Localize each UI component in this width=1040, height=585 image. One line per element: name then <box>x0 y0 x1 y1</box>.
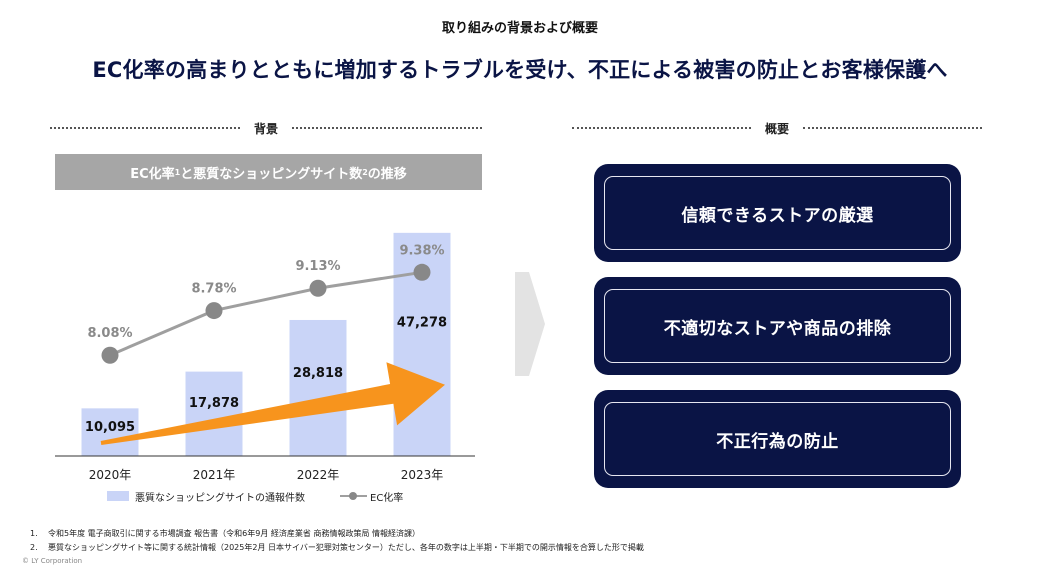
ec-rate-line <box>109 270 423 357</box>
footnote-ref-2: 2 <box>362 167 368 177</box>
chart-title-band: EC化率 1 と悪質なショッピングサイト数 2 の推移 <box>55 154 482 190</box>
footnote-2: 2. 悪質なショッピングサイト等に関する統計情報（2025年2月 日本サイバー犯罪… <box>30 541 644 555</box>
x-tick-label: 2023年 <box>401 468 444 482</box>
x-tick-label: 2020年 <box>89 468 132 482</box>
section-header-overview: 概要 <box>572 118 983 138</box>
copyright: © LY Corporation <box>22 557 83 565</box>
summary-box-1: 信頼できるストアの厳選 <box>594 164 961 262</box>
x-tick-label: 2022年 <box>297 468 340 482</box>
ec-rate-point <box>205 302 223 320</box>
slide-subtitle: 取り組みの背景および概要 <box>441 21 598 36</box>
ec-rate-label: 9.13% <box>295 259 340 274</box>
footnote-text: 令和5年度 電子商取引に関する市場調査 報告書（令和6年9月 経済産業省 商務情… <box>48 529 420 538</box>
footnote-1: 1. 令和5年度 電子商取引に関する市場調査 報告書（令和6年9月 経済産業省 商… <box>30 527 644 541</box>
ec-rate-label: 9.38% <box>399 243 444 258</box>
ec-rate-point <box>309 279 327 297</box>
bar-2021年 <box>185 371 243 456</box>
bar-value-label: 28,818 <box>293 366 343 381</box>
ec-rate-point <box>413 263 431 281</box>
dotted-divider-right <box>292 127 483 129</box>
legend-swatch-marker <box>349 492 357 500</box>
dotted-divider-left <box>50 127 240 129</box>
legend-label-bar: 悪質なショッピングサイトの通報件数 <box>135 491 305 504</box>
chart-title-part: EC化率 <box>130 166 175 182</box>
bar-2020年 <box>81 408 139 456</box>
chart-title-part: の推移 <box>367 166 407 182</box>
legend-swatch-bar <box>107 491 129 501</box>
section-label-overview: 概要 <box>765 121 790 136</box>
chevron-right-icon <box>515 272 545 376</box>
ec-rate-point <box>101 346 119 364</box>
trend-arrow-icon <box>100 362 445 445</box>
x-tick-label: 2021年 <box>193 468 236 482</box>
legend-label-line: EC化率 <box>370 491 403 504</box>
footnotes: 1. 令和5年度 電子商取引に関する市場調査 報告書（令和6年9月 経済産業省 商… <box>30 527 644 555</box>
ec-rate-label: 8.78% <box>191 282 236 297</box>
section-header-background: 背景 <box>50 118 483 138</box>
ec-rate-label: 8.08% <box>87 326 132 341</box>
slide-headline: EC化率の高まりとともに増加するトラブルを受け、不正による被害の防止とお客様保護… <box>92 58 948 82</box>
bar-value-label: 10,095 <box>85 420 135 435</box>
summary-box-label: 不正行為の防止 <box>604 402 951 476</box>
dotted-divider-left <box>572 127 751 129</box>
bar-value-label: 47,278 <box>397 316 447 331</box>
section-label-background: 背景 <box>254 121 279 136</box>
summary-box-3: 不正行為の防止 <box>594 390 961 488</box>
dotted-divider-right <box>803 127 983 129</box>
footnote-ref-1: 1 <box>174 167 181 177</box>
summary-box-label: 不適切なストアや商品の排除 <box>604 289 951 363</box>
footnote-number: 1. <box>30 529 38 538</box>
ec-rate-and-fraud-site-chart: 10,095 17,878 28,818 47,278 2020年 2021年 2022年 2… <box>55 232 475 504</box>
summary-box-2: 不適切なストアや商品の排除 <box>594 277 961 375</box>
footnote-number: 2. <box>30 543 38 552</box>
summary-box-label: 信頼できるストアの厳選 <box>604 176 951 250</box>
chart-title-part: と悪質なショッピングサイト数 <box>180 166 363 182</box>
footnote-text: 悪質なショッピングサイト等に関する統計情報（2025年2月 日本サイバー犯罪対策… <box>48 543 644 552</box>
bar-2022年 <box>289 319 347 456</box>
chevron-shape <box>515 272 545 376</box>
bar-value-label: 17,878 <box>189 396 239 411</box>
